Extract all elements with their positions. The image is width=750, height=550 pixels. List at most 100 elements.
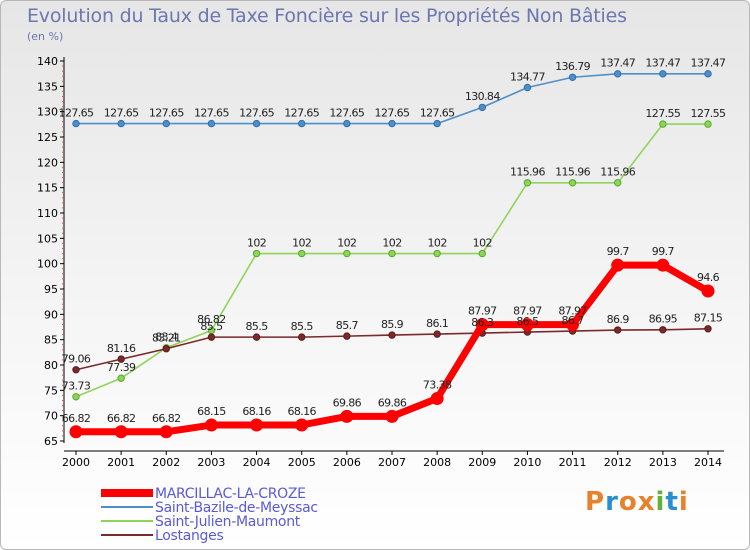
data-point-marcillac-la-croze bbox=[701, 284, 715, 298]
data-label-saint-julien-maumont: 83.4 bbox=[155, 331, 178, 344]
data-point-lostanges bbox=[298, 333, 306, 341]
data-labels-layer: 127.65 127.65 127.65 127.65 127.65 127.65 127.… bbox=[59, 57, 727, 425]
data-label-lostanges: 86.1 bbox=[426, 317, 448, 330]
data-label-saint-bazile-de-meyssac: 127.65 bbox=[104, 106, 139, 119]
data-point-marcillac-la-croze bbox=[385, 409, 399, 423]
data-label-saint-julien-maumont: 127.55 bbox=[691, 107, 726, 120]
data-label-marcillac-la-croze: 68.15 bbox=[197, 405, 226, 418]
data-label-marcillac-la-croze: 99.7 bbox=[652, 245, 675, 258]
y-tick-label: 135 bbox=[37, 80, 58, 93]
x-tick-label: 2002 bbox=[152, 456, 180, 469]
data-point-saint-bazile-de-meyssac bbox=[478, 103, 486, 112]
data-label-saint-julien-maumont: 115.96 bbox=[555, 166, 590, 179]
data-point-lostanges bbox=[704, 325, 712, 333]
legend-label-saint-bazile-de-meyssac: Saint-Bazile-de-Meyssac bbox=[155, 500, 318, 516]
data-point-marcillac-la-croze bbox=[204, 418, 218, 432]
data-point-lostanges bbox=[614, 326, 622, 334]
data-label-marcillac-la-croze: 69.86 bbox=[333, 396, 362, 409]
data-label-lostanges: 86.95 bbox=[649, 313, 678, 326]
data-label-lostanges: 81.16 bbox=[107, 342, 136, 355]
data-point-saint-julien-maumont bbox=[568, 179, 577, 187]
data-point-lostanges bbox=[117, 355, 125, 363]
data-point-saint-bazile-de-meyssac bbox=[388, 119, 396, 128]
legend-label-lostanges: Lostanges bbox=[155, 528, 223, 544]
legend-label-marcillac-la-croze: MARCILLAC-LA-CROZE bbox=[155, 486, 306, 502]
data-label-saint-bazile-de-meyssac: 127.65 bbox=[194, 106, 229, 119]
logo-letter: o bbox=[618, 487, 638, 517]
y-tick-label: 110 bbox=[37, 207, 58, 220]
logo-letter: i bbox=[655, 487, 666, 517]
data-point-saint-julien-maumont bbox=[388, 249, 396, 258]
data-label-marcillac-la-croze: 73.38 bbox=[423, 379, 452, 392]
data-point-marcillac-la-croze bbox=[159, 425, 173, 439]
y-tick-label: 95 bbox=[44, 283, 58, 296]
data-label-lostanges: 85.5 bbox=[246, 320, 269, 333]
data-point-saint-bazile-de-meyssac bbox=[568, 73, 577, 81]
data-label-saint-julien-maumont: 73.73 bbox=[62, 380, 91, 393]
data-label-saint-julien-maumont: 102 bbox=[247, 236, 266, 249]
data-label-lostanges: 85.7 bbox=[336, 319, 359, 332]
data-point-lostanges bbox=[72, 366, 80, 374]
data-label-marcillac-la-croze: 87.97 bbox=[513, 305, 542, 318]
x-tick-label: 2001 bbox=[107, 456, 135, 469]
series-layer bbox=[69, 70, 715, 439]
data-point-saint-bazile-de-meyssac bbox=[72, 119, 80, 128]
data-label-saint-julien-maumont: 86.82 bbox=[197, 313, 226, 326]
data-point-lostanges bbox=[207, 333, 216, 341]
data-point-marcillac-la-croze bbox=[430, 392, 444, 406]
data-label-saint-julien-maumont: 102 bbox=[337, 236, 356, 249]
data-point-lostanges bbox=[659, 326, 667, 334]
data-point-lostanges bbox=[388, 331, 396, 339]
data-point-lostanges bbox=[252, 333, 261, 341]
data-point-saint-bazile-de-meyssac bbox=[659, 70, 667, 78]
x-tick-label: 2004 bbox=[243, 456, 271, 469]
data-label-lostanges: 79.06 bbox=[62, 353, 91, 366]
data-label-marcillac-la-croze: 99.7 bbox=[607, 245, 630, 258]
data-point-saint-julien-maumont bbox=[433, 249, 441, 258]
data-point-saint-julien-maumont bbox=[659, 120, 667, 128]
x-tick-label: 2000 bbox=[62, 456, 90, 469]
data-label-saint-bazile-de-meyssac: 127.65 bbox=[284, 106, 319, 119]
y-tick-label: 115 bbox=[37, 182, 58, 195]
y-tick-label: 140 bbox=[37, 55, 58, 68]
x-tick-label: 2003 bbox=[197, 456, 225, 469]
data-label-saint-julien-maumont: 102 bbox=[473, 236, 492, 249]
data-point-saint-bazile-de-meyssac bbox=[523, 83, 532, 92]
data-label-lostanges: 83.21 bbox=[152, 332, 181, 345]
logo-letter: t bbox=[665, 487, 679, 517]
data-label-saint-bazile-de-meyssac: 127.65 bbox=[329, 106, 364, 119]
data-label-lostanges: 86.7 bbox=[562, 314, 585, 327]
data-point-lostanges bbox=[343, 332, 351, 340]
data-point-marcillac-la-croze bbox=[656, 258, 670, 272]
data-point-marcillac-la-croze bbox=[69, 425, 83, 439]
data-label-saint-bazile-de-meyssac: 136.79 bbox=[555, 60, 590, 73]
proxiti-logo: Proxiti bbox=[585, 487, 689, 517]
y-tick-label: 130 bbox=[37, 106, 58, 119]
data-label-saint-julien-maumont: 102 bbox=[428, 236, 447, 249]
data-label-lostanges: 85.5 bbox=[200, 320, 223, 333]
data-label-marcillac-la-croze: 87.97 bbox=[558, 305, 587, 318]
data-point-saint-julien-maumont bbox=[252, 249, 261, 258]
legend: MARCILLAC-LA-CROZESaint-Bazile-de-Meyssa… bbox=[101, 486, 318, 544]
data-point-saint-julien-maumont bbox=[704, 120, 712, 128]
x-tick-label: 2012 bbox=[604, 456, 632, 469]
data-label-lostanges: 86.9 bbox=[607, 313, 630, 326]
data-point-saint-julien-maumont bbox=[523, 179, 532, 187]
data-point-saint-bazile-de-meyssac bbox=[614, 70, 622, 78]
data-point-saint-julien-maumont bbox=[343, 249, 351, 258]
data-point-marcillac-la-croze bbox=[295, 418, 309, 432]
y-tick-label: 85 bbox=[44, 334, 58, 347]
data-label-saint-bazile-de-meyssac: 127.65 bbox=[149, 106, 184, 119]
x-tick-label: 2014 bbox=[694, 456, 722, 469]
data-label-saint-bazile-de-meyssac: 134.77 bbox=[510, 70, 545, 83]
data-label-saint-bazile-de-meyssac: 127.65 bbox=[59, 106, 94, 119]
logo-letter: r bbox=[605, 487, 619, 517]
y-tick-label: 100 bbox=[37, 258, 58, 271]
data-point-saint-bazile-de-meyssac bbox=[207, 119, 216, 128]
data-point-marcillac-la-croze bbox=[520, 318, 534, 332]
data-label-saint-bazile-de-meyssac: 137.47 bbox=[645, 57, 680, 70]
data-point-saint-bazile-de-meyssac bbox=[433, 119, 441, 128]
data-label-saint-julien-maumont: 77.39 bbox=[107, 361, 136, 374]
